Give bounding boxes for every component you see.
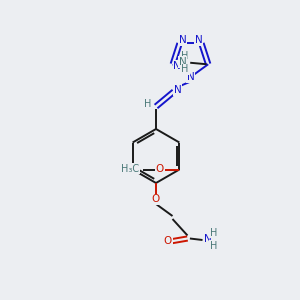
Text: H: H (210, 241, 217, 251)
Text: N: N (179, 57, 187, 67)
Text: N: N (173, 61, 181, 71)
Text: O: O (164, 236, 172, 247)
Text: O: O (152, 194, 160, 205)
Text: H: H (144, 99, 151, 109)
Text: N: N (204, 233, 212, 244)
Text: N: N (179, 35, 186, 46)
Text: N: N (174, 85, 182, 95)
Text: H₃C: H₃C (122, 164, 140, 174)
Text: H: H (182, 51, 189, 61)
Text: O: O (156, 164, 164, 175)
Text: H: H (210, 227, 217, 238)
Text: N: N (187, 72, 194, 82)
Text: H: H (182, 64, 189, 74)
Text: N: N (195, 35, 202, 46)
